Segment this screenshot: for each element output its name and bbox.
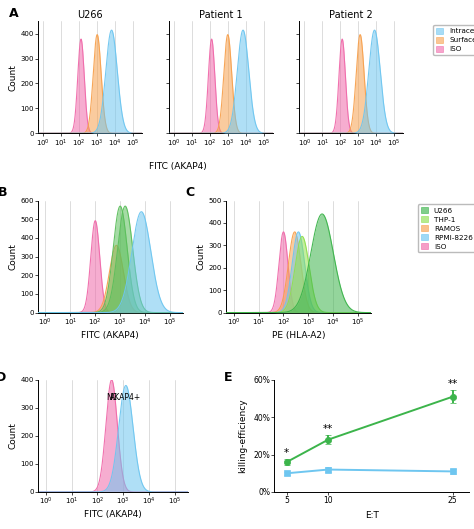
- Y-axis label: Count: Count: [9, 423, 18, 449]
- Title: Patient 2: Patient 2: [329, 11, 373, 21]
- Text: FITC (AKAP4): FITC (AKAP4): [149, 162, 207, 171]
- Legend: U266, THP-1, RAMOS, RPMI-8226, ISO: U266, THP-1, RAMOS, RPMI-8226, ISO: [418, 204, 474, 252]
- X-axis label: E:T: E:T: [365, 510, 379, 519]
- Text: **: **: [447, 379, 458, 389]
- Title: Patient 1: Patient 1: [199, 11, 242, 21]
- Text: **: **: [323, 424, 333, 434]
- X-axis label: PE (HLA-A2): PE (HLA-A2): [272, 331, 325, 340]
- Text: *: *: [284, 448, 289, 458]
- Text: AKAP4+: AKAP4+: [110, 393, 142, 402]
- Text: D: D: [0, 371, 6, 384]
- X-axis label: FITC (AKAP4): FITC (AKAP4): [82, 331, 139, 340]
- Y-axis label: Count: Count: [9, 64, 18, 90]
- Y-axis label: Count: Count: [197, 243, 206, 270]
- Text: A: A: [9, 6, 18, 20]
- Y-axis label: Count: Count: [9, 243, 18, 270]
- X-axis label: FITC (AKAP4): FITC (AKAP4): [84, 510, 142, 519]
- Text: E: E: [224, 371, 232, 384]
- Legend: Intracellular, Surface, ISO: Intracellular, Surface, ISO: [433, 25, 474, 55]
- Y-axis label: killing-efficiency: killing-efficiency: [238, 399, 247, 473]
- Text: B: B: [0, 186, 7, 199]
- Title: U266: U266: [77, 11, 103, 21]
- Text: NC: NC: [106, 393, 117, 402]
- Text: C: C: [186, 186, 195, 199]
